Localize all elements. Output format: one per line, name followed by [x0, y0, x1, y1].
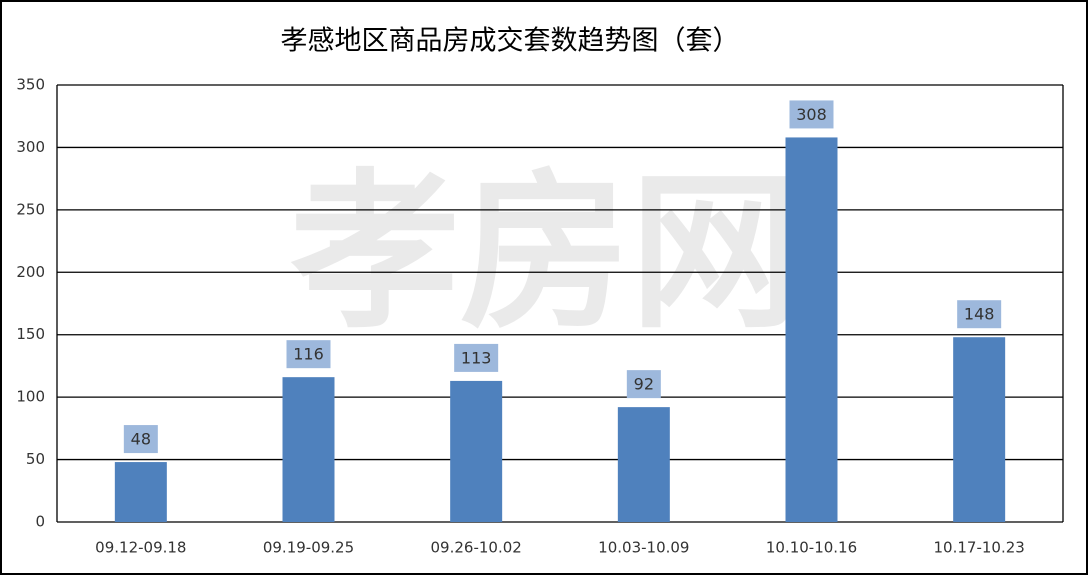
bar: [617, 407, 670, 522]
data-label-box: [789, 100, 834, 129]
data-label-box: [957, 300, 1002, 329]
y-tick-label: 100: [16, 388, 45, 406]
y-tick-label: 0: [35, 513, 45, 531]
data-label-box: [454, 343, 499, 372]
chart-title: 孝感地区商品房成交套数趋势图（套）: [281, 26, 740, 57]
y-tick-label: 300: [16, 138, 45, 156]
x-tick-label: 10.17-10.23: [934, 539, 1025, 557]
data-label: 92: [634, 375, 654, 394]
y-tick-label: 350: [16, 76, 45, 94]
x-tick-label: 09.19-09.25: [263, 539, 354, 557]
y-tick-label: 50: [26, 450, 45, 468]
data-label: 308: [796, 105, 827, 124]
data-label-box: [626, 370, 661, 399]
bar: [282, 377, 335, 522]
bar: [450, 380, 503, 522]
x-tick-label: 09.12-09.18: [95, 539, 186, 557]
data-label-box: [123, 425, 158, 454]
x-tick-label: 10.03-10.09: [598, 539, 689, 557]
data-label-box: [286, 340, 331, 369]
bar: [785, 137, 838, 522]
y-tick-label: 200: [16, 263, 45, 281]
bar: [114, 462, 167, 522]
x-tick-label: 10.10-10.16: [766, 539, 857, 557]
data-label: 116: [293, 345, 324, 364]
y-tick-label: 150: [16, 325, 45, 343]
y-tick-label: 250: [16, 200, 45, 218]
watermark: 孝房网: [290, 154, 800, 352]
data-label: 148: [964, 305, 995, 324]
bar: [953, 337, 1006, 522]
x-tick-label: 09.26-10.02: [431, 539, 522, 557]
data-label: 113: [461, 348, 492, 367]
data-label: 48: [131, 430, 151, 449]
